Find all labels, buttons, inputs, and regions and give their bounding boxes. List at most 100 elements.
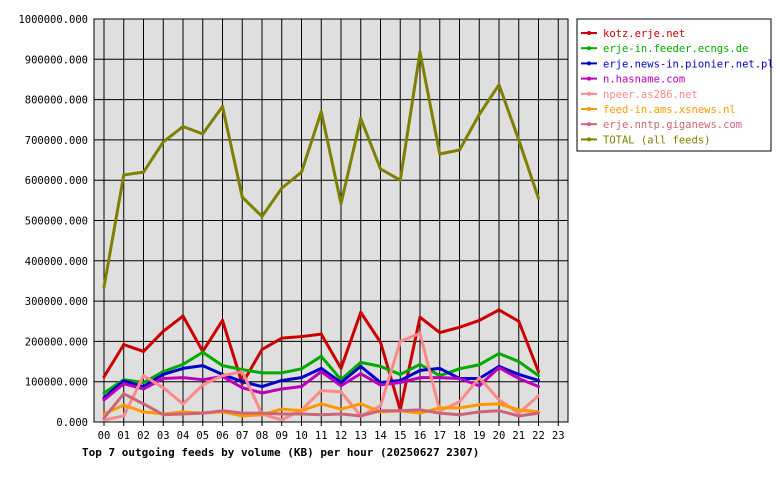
data-point: [240, 386, 244, 390]
data-point: [517, 408, 521, 412]
data-point: [418, 368, 422, 372]
x-tick-label: 09: [275, 430, 288, 442]
data-point: [142, 402, 145, 406]
data-point: [280, 371, 284, 375]
data-point: [339, 412, 343, 416]
data-point: [379, 364, 382, 368]
data-point: [181, 376, 185, 380]
data-point: [537, 374, 540, 378]
data-point: [300, 385, 303, 389]
data-point: [458, 367, 461, 371]
x-tick-label: 04: [177, 430, 190, 442]
data-point: [477, 384, 481, 388]
legend-label: kotz.erje.net: [603, 28, 685, 40]
data-point: [142, 374, 145, 378]
data-point: [181, 412, 185, 416]
y-tick-label: 600000.000: [25, 175, 88, 187]
data-point: [497, 351, 501, 355]
data-point: [517, 360, 521, 364]
data-point: [418, 376, 422, 380]
data-point: [379, 409, 382, 413]
y-tick-label: 100000.000: [25, 377, 88, 389]
data-point: [477, 403, 481, 407]
data-point: [161, 376, 165, 380]
data-point: [497, 308, 501, 312]
y-tick-label: 900000.000: [25, 54, 88, 66]
data-point: [398, 409, 402, 413]
x-tick-label: 14: [374, 430, 387, 442]
legend-label: erje.nntp.giganews.com: [603, 119, 742, 131]
data-point: [458, 406, 461, 410]
y-tick-label: 400000.000: [25, 256, 88, 268]
legend-marker: [587, 61, 591, 66]
legend-marker: [587, 46, 591, 51]
data-point: [458, 400, 461, 404]
data-point: [260, 371, 264, 375]
data-point: [517, 319, 521, 323]
data-point: [418, 408, 422, 412]
data-point: [161, 372, 165, 376]
data-point: [477, 318, 481, 322]
data-point: [260, 385, 264, 389]
x-tick-label: 08: [256, 430, 269, 442]
data-point: [339, 390, 343, 394]
data-point: [122, 392, 126, 396]
data-point: [319, 332, 323, 336]
data-point: [359, 402, 363, 406]
data-point: [458, 376, 461, 380]
data-point: [537, 378, 540, 382]
data-point: [161, 140, 165, 144]
data-point: [438, 409, 442, 413]
data-point: [418, 362, 422, 366]
data-point: [280, 407, 284, 411]
x-tick-label: 03: [157, 430, 170, 442]
data-point: [339, 407, 343, 411]
data-point: [319, 402, 323, 406]
data-point: [102, 375, 106, 379]
y-tick-label: 300000.000: [25, 296, 88, 308]
data-point: [221, 104, 224, 108]
x-tick-label: 17: [433, 430, 446, 442]
x-tick-label: 07: [236, 430, 249, 442]
data-point: [438, 152, 442, 156]
data-point: [477, 376, 481, 380]
legend-label: erje.news-in.pionier.net.pl: [603, 58, 774, 70]
data-point: [418, 50, 422, 54]
data-point: [497, 83, 501, 87]
y-tick-label: 0.000: [56, 417, 88, 429]
data-point: [359, 117, 363, 121]
data-point: [319, 413, 323, 417]
x-tick-label: 22: [532, 430, 545, 442]
data-point: [398, 381, 402, 385]
legend-label: npeer.as286.net: [603, 89, 698, 101]
data-point: [379, 340, 382, 344]
x-tick-label: 23: [552, 430, 565, 442]
data-point: [398, 178, 402, 182]
data-point: [240, 414, 244, 418]
data-point: [477, 363, 481, 367]
data-point: [359, 414, 363, 418]
data-point: [300, 170, 303, 174]
data-point: [300, 376, 303, 380]
data-point: [280, 378, 284, 382]
data-point: [161, 370, 165, 374]
x-tick-label: 01: [117, 430, 130, 442]
data-point: [319, 110, 323, 114]
data-point: [181, 314, 185, 318]
data-point: [359, 364, 363, 368]
legend-marker: [587, 122, 591, 127]
data-point: [260, 347, 264, 351]
data-point: [537, 411, 540, 415]
y-tick-label: 700000.000: [25, 135, 88, 147]
y-tick-label: 200000.000: [25, 336, 88, 348]
data-point: [102, 416, 106, 420]
data-point: [181, 366, 185, 370]
data-point: [398, 339, 402, 343]
data-point: [260, 214, 264, 218]
data-point: [300, 367, 303, 371]
x-tick-label: 02: [137, 430, 150, 442]
data-point: [339, 381, 343, 385]
data-point: [122, 382, 126, 386]
data-point: [142, 170, 145, 174]
